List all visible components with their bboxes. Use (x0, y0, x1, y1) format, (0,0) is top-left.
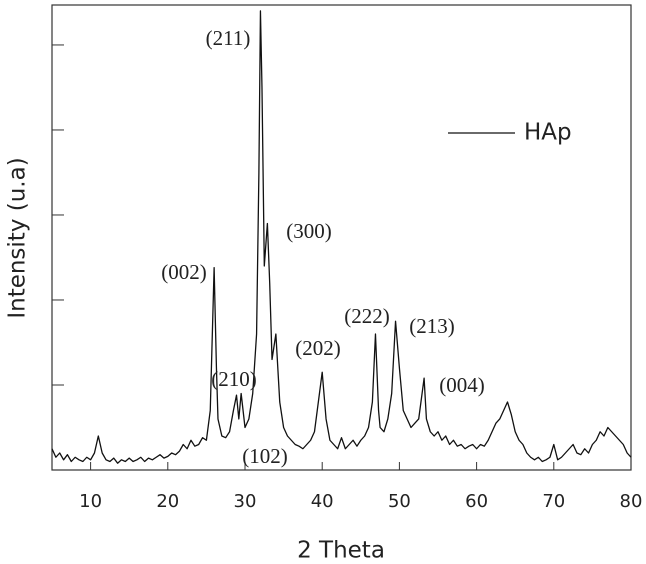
x-tick-label: 30 (234, 491, 257, 512)
x-tick-label: 80 (620, 491, 643, 512)
peak-label: (210) (211, 367, 257, 391)
peak-label: (213) (409, 314, 455, 338)
x-axis-label: 2 Theta (297, 538, 385, 564)
x-tick-label: 70 (542, 491, 565, 512)
y-axis-label: Intensity (u.a) (5, 157, 31, 318)
peak-label: (211) (206, 26, 251, 50)
peak-label: (222) (344, 304, 390, 328)
data-line (51, 10, 632, 464)
x-tick-label: 40 (311, 491, 334, 512)
x-tick-label: 20 (156, 491, 179, 512)
peak-label: (202) (295, 336, 341, 360)
peak-label: (300) (286, 219, 332, 243)
peak-label: (102) (242, 444, 288, 468)
x-tick-label: 10 (79, 491, 102, 512)
plot-frame (51, 4, 632, 471)
peak-label: (004) (439, 373, 485, 397)
x-tick-label: 60 (465, 491, 488, 512)
x-tick-label: 50 (388, 491, 411, 512)
peak-label: (002) (161, 260, 207, 284)
legend-label: HAp (524, 120, 572, 146)
